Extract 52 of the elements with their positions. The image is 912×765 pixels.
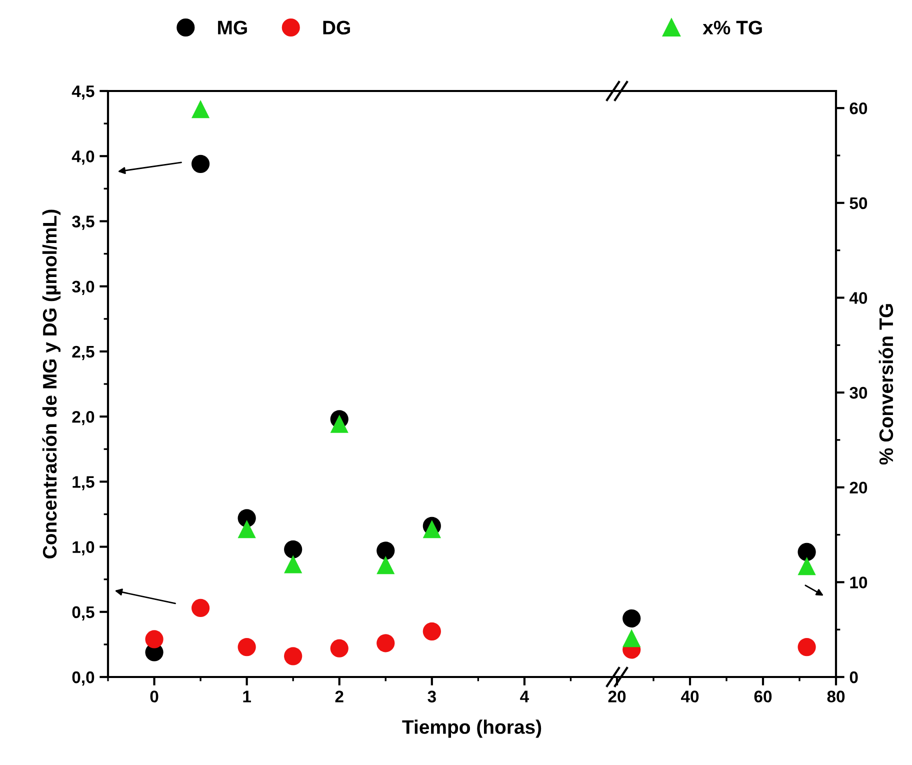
point (622, 609, 641, 628)
point (376, 542, 395, 560)
y-tick-label: 3,0 (72, 280, 94, 295)
y-tick-label: 1,5 (72, 476, 94, 490)
y2-tick-label: 30 (850, 386, 868, 399)
point (422, 520, 441, 538)
y-tick-label: 2,0 (72, 410, 94, 426)
x-tick-label: 60 (754, 690, 772, 702)
x-tick-label: 80 (827, 690, 845, 702)
x-tick-label: 2 (335, 690, 344, 702)
legend-label: MG (218, 20, 247, 34)
point (284, 540, 302, 558)
y2-tick-label: 60 (850, 102, 868, 114)
y-tick-label: 2,5 (72, 346, 94, 360)
y-tick-label: 0,5 (72, 606, 94, 621)
point (422, 622, 441, 640)
x-tick-label: 1 (243, 690, 251, 702)
point (284, 647, 302, 666)
y-tick-label: 1,0 (72, 541, 94, 556)
y-tick-label: 4,5 (72, 86, 94, 100)
y2-tick-label: 50 (850, 197, 868, 210)
point (376, 634, 395, 652)
legend-label: DG (323, 20, 350, 34)
y-tick-label: 4,0 (72, 150, 94, 165)
y2-tick-label: 0 (850, 671, 858, 684)
point (191, 598, 210, 618)
point (145, 630, 164, 648)
point (238, 509, 256, 528)
point (798, 638, 816, 656)
y2-axis-title: % Conversión TG (878, 304, 894, 465)
x-axis-title: Tiempo (horas) (402, 720, 542, 738)
x-tick-label: 40 (680, 690, 699, 702)
point (238, 520, 256, 538)
legend-label: x% TG (702, 20, 762, 34)
y2-tick-label: 40 (849, 292, 868, 304)
point (330, 414, 348, 433)
point (238, 638, 256, 656)
x-tick-label: 0 (150, 690, 158, 702)
y-tick-label: 0,0 (72, 671, 94, 686)
x-tick-label: 20 (608, 690, 626, 702)
point (191, 100, 210, 118)
y2-tick-label: 20 (850, 482, 868, 494)
y-tick-label: 3,5 (72, 216, 94, 230)
point (798, 542, 816, 562)
point (330, 639, 348, 658)
point (191, 154, 210, 173)
point (284, 555, 302, 574)
y-axis-title: Concentración de MG y DG (µmol/mL) (42, 210, 61, 558)
y2-tick-label: 10 (850, 576, 868, 588)
x-tick-label: 4 (520, 690, 529, 702)
x-tick-label: 3 (428, 690, 436, 702)
point (376, 556, 395, 574)
